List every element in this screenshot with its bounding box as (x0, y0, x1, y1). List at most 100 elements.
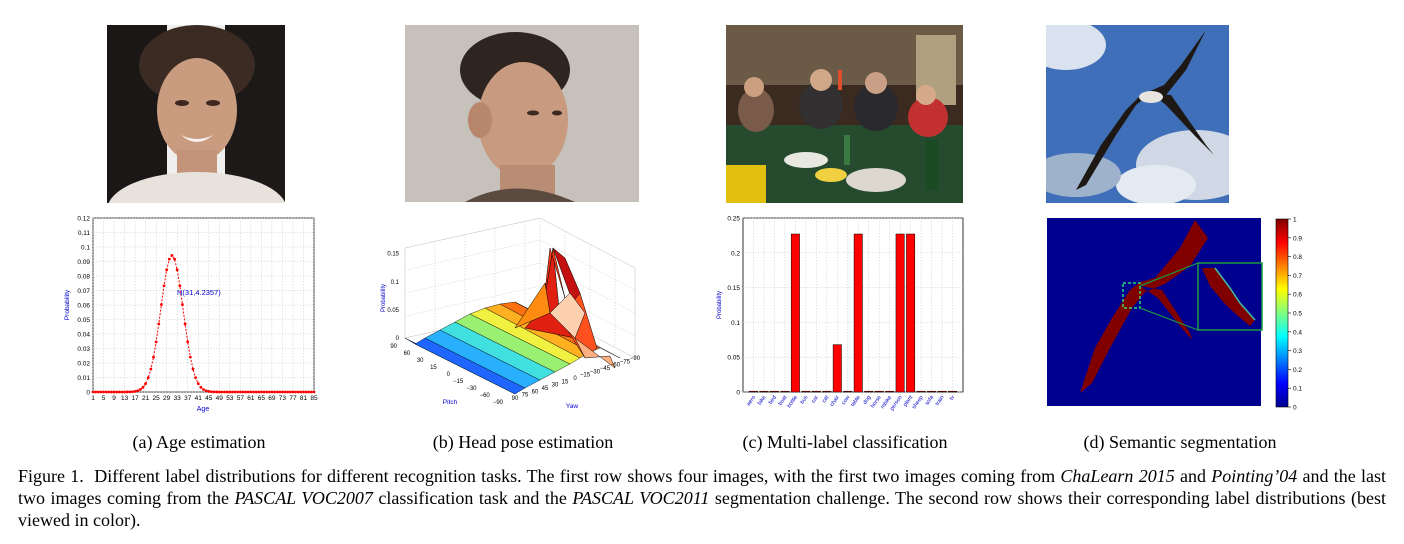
x-tick-label: bike (757, 395, 768, 407)
data-point (181, 303, 184, 306)
x-tick-label: 77 (289, 395, 297, 402)
multi-label-bar-chart: 0 0.05 0.1 0.15 0.2 0.25 aero bike bird boatbott… (717, 216, 964, 412)
pitch-tick-label: −90 (493, 400, 504, 406)
x-tick-label: table (850, 395, 862, 408)
data-point (275, 390, 279, 394)
data-point (215, 390, 219, 394)
surface-peak (514, 247, 616, 369)
x-tick-label: 41 (195, 395, 203, 402)
x-tick-label: 21 (142, 395, 150, 402)
colorbar-tick-label: 0.4 (1293, 329, 1302, 336)
x-tick-label: cat (821, 394, 830, 404)
data-point (167, 257, 171, 261)
data-point (254, 390, 258, 394)
x-tick-label: 85 (310, 395, 318, 402)
data-point (262, 390, 266, 394)
yaw-tick-label: 30 (552, 383, 559, 389)
pitch-tick-label: −15 (453, 379, 464, 385)
data-point (223, 390, 226, 394)
y-tick-label: 0.01 (77, 375, 90, 382)
x-tick-label: 49 (216, 395, 224, 402)
y-tick-label: 0.07 (77, 288, 90, 295)
pitch-tick-label: −60 (480, 393, 491, 399)
data-point (125, 390, 129, 394)
subcaption-a: (a) Age estimation (132, 432, 266, 452)
bar-bike (759, 390, 769, 393)
z-tick-label: 0.05 (387, 308, 399, 314)
x-tick-label: boat (777, 394, 788, 407)
x-tick-label: 45 (205, 395, 213, 402)
yaw-axis-label: Yaw (566, 403, 578, 410)
data-point (270, 390, 274, 394)
y-tick-label: 0.25 (727, 216, 740, 223)
data-point (123, 390, 126, 394)
data-point (138, 388, 142, 391)
data-point (102, 390, 105, 394)
head-pose-surface-chart: 00.050.10.15 9075604530150−15−30−45−60−7… (381, 217, 641, 410)
data-point (112, 390, 116, 394)
bar-plant (906, 233, 916, 393)
yaw-tick-label: 90 (512, 396, 519, 402)
data-point (291, 390, 295, 394)
zoom-source-box (1122, 282, 1141, 309)
subcaption-d: (d) Semantic segmentation (1083, 432, 1277, 452)
y-tick-label: 0.09 (77, 259, 90, 266)
data-point (212, 390, 216, 394)
data-point (217, 390, 221, 394)
data-point (196, 382, 200, 385)
data-point (278, 390, 282, 394)
data-point (115, 390, 119, 394)
segmentation-heatmap: 0 0.1 0.2 0.3 0.4 0.5 0.6 0.7 0.8 0.9 1 (1047, 217, 1302, 412)
data-point (281, 390, 284, 394)
x-tick-label: 69 (268, 395, 276, 402)
yaw-tick-label: −90 (630, 356, 641, 362)
data-point (117, 390, 121, 394)
data-point (173, 257, 176, 261)
x-tick-label: 37 (184, 395, 192, 402)
bar-person (895, 233, 905, 393)
data-point (236, 390, 240, 394)
yaw-tick-label: 75 (522, 393, 529, 399)
x-tick-label: sofa (924, 394, 935, 407)
bar-sofa (927, 390, 937, 393)
x-tick-label: sheep (911, 395, 925, 411)
yaw-tick-label: −45 (600, 366, 611, 372)
yaw-tick-label: −60 (610, 363, 621, 369)
bar-cat (822, 390, 832, 393)
y-tick-label: 0.04 (77, 332, 90, 339)
data-point (233, 390, 237, 394)
data-point (307, 390, 311, 394)
x-tick-label: 1 (91, 395, 95, 402)
distribution-annotation: N(31,4.2357) (177, 288, 221, 297)
data-point (244, 390, 247, 394)
bird-photo (1046, 25, 1229, 203)
data-point (249, 390, 253, 394)
data-point (302, 390, 305, 394)
head-pose-photo (405, 25, 639, 202)
data-point (231, 390, 234, 394)
x-tick-label: bottle (786, 395, 799, 409)
data-point (144, 382, 148, 385)
data-point (283, 390, 287, 394)
data-point (296, 390, 300, 394)
bar-bus (801, 390, 811, 393)
data-point (110, 390, 113, 394)
data-point (294, 390, 297, 394)
colorbar-tick-label: 0.1 (1293, 386, 1302, 393)
data-point (202, 388, 205, 391)
yaw-tick-label: 15 (562, 379, 569, 385)
data-point (286, 390, 290, 394)
y-tick-label: 0.06 (77, 303, 90, 310)
y-tick-label: 0.1 (81, 245, 90, 252)
data-point (238, 390, 242, 394)
x-tick-label: bus (799, 395, 809, 406)
pitch-tick-label: 90 (390, 344, 397, 350)
yaw-tick-label: 60 (532, 389, 539, 395)
data-point (309, 390, 313, 394)
x-tick-label: aero (746, 395, 757, 407)
data-point (157, 322, 161, 326)
pitch-tick-label: 60 (404, 351, 411, 357)
yaw-tick-label: 0 (573, 376, 577, 382)
data-point (91, 390, 95, 394)
age-distribution-chart: 0 0.01 0.02 0.03 0.04 0.05 0.06 0.07 0.08 0.09 0.1… (64, 216, 318, 414)
